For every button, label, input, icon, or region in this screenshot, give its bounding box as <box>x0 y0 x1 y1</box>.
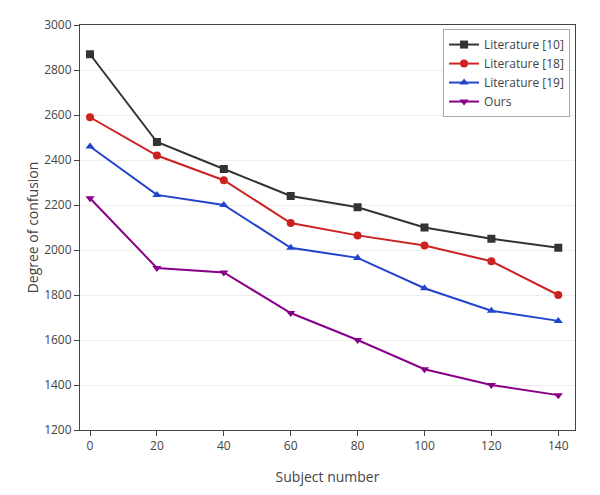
svg-text:2600: 2600 <box>44 106 72 123</box>
svg-text:100: 100 <box>414 437 435 454</box>
svg-text:Ours: Ours <box>484 93 512 110</box>
svg-text:Degree of confusion: Degree of confusion <box>23 162 42 294</box>
svg-text:Literature [19]: Literature [19] <box>484 74 564 91</box>
svg-text:Literature [18]: Literature [18] <box>484 55 564 72</box>
svg-text:60: 60 <box>284 437 298 454</box>
svg-text:2000: 2000 <box>44 241 72 258</box>
svg-text:2800: 2800 <box>44 61 72 78</box>
svg-text:2400: 2400 <box>44 151 72 168</box>
svg-text:20: 20 <box>150 437 164 454</box>
svg-text:80: 80 <box>351 437 365 454</box>
svg-text:2200: 2200 <box>44 196 72 213</box>
svg-text:1200: 1200 <box>44 421 72 438</box>
svg-text:1400: 1400 <box>44 376 72 393</box>
svg-text:Subject number: Subject number <box>276 467 380 486</box>
svg-text:1800: 1800 <box>44 286 72 303</box>
svg-text:140: 140 <box>548 437 569 454</box>
svg-text:1600: 1600 <box>44 331 72 348</box>
svg-text:3000: 3000 <box>44 16 72 33</box>
svg-text:Literature [10]: Literature [10] <box>484 36 564 53</box>
svg-text:40: 40 <box>217 437 231 454</box>
svg-text:120: 120 <box>481 437 502 454</box>
svg-text:0: 0 <box>87 437 94 454</box>
